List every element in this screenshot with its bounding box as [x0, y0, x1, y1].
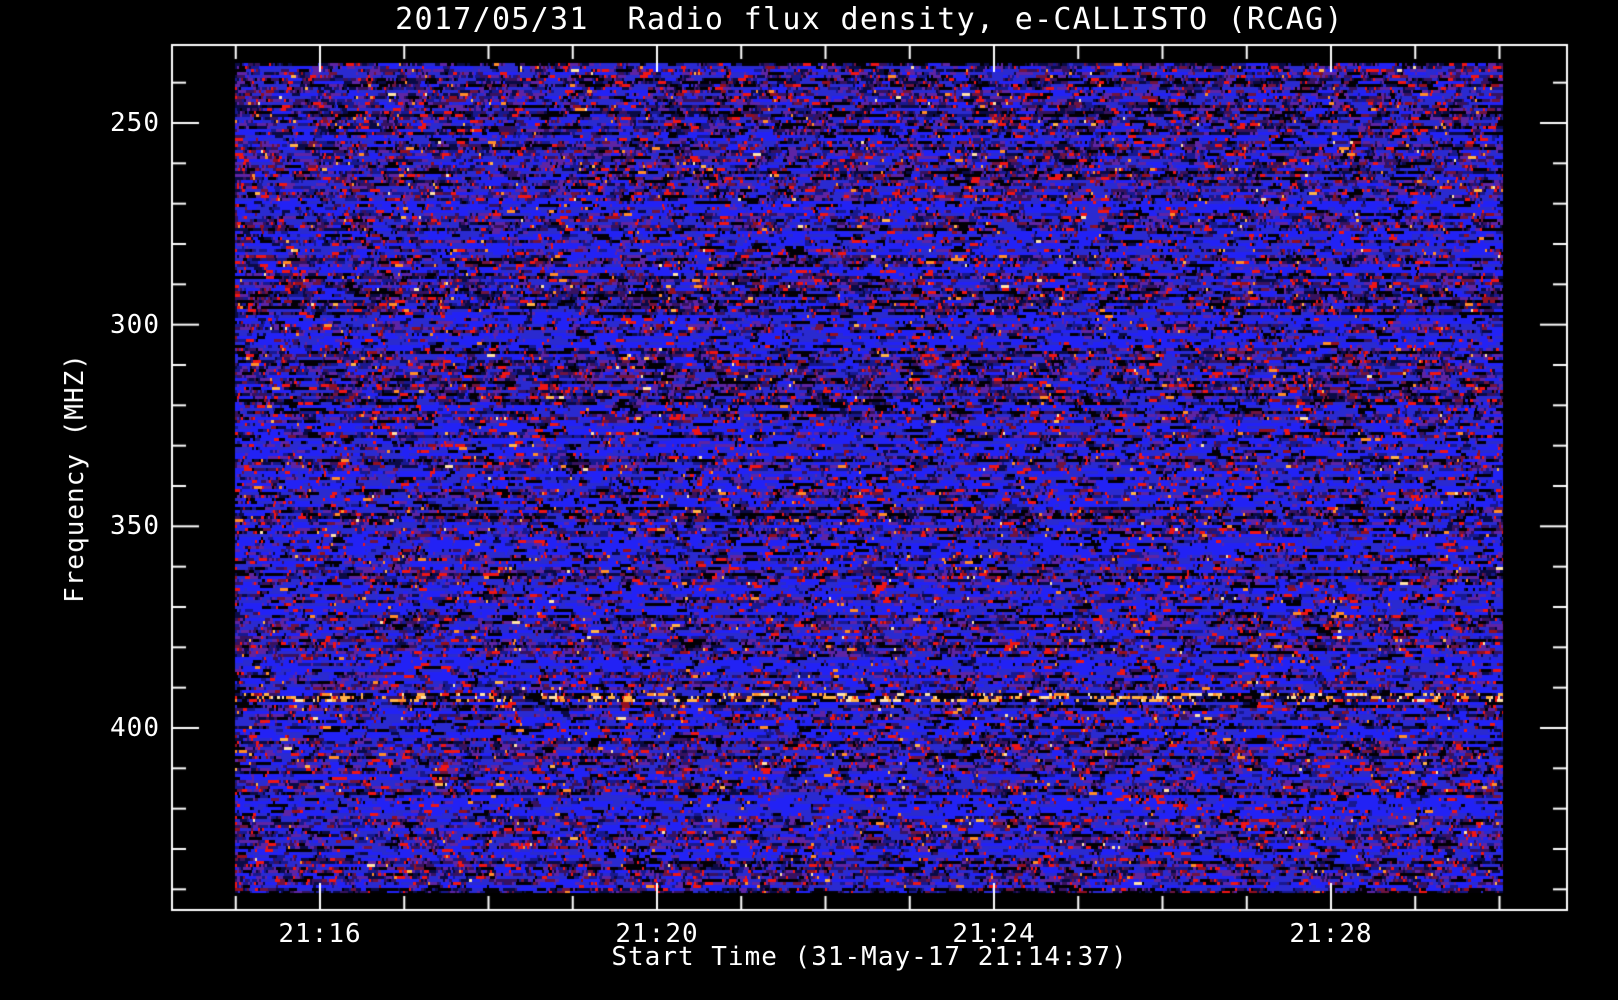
y-tick-label: 250: [110, 108, 160, 138]
y-tick-label: 300: [110, 309, 160, 340]
x-tick-label: 21:28: [1289, 919, 1373, 949]
x-tick-label: 21:20: [615, 919, 699, 949]
x-tick-label: 21:24: [952, 919, 1036, 949]
x-axis-label: Start Time (31-May-17 21:14:37): [611, 942, 1128, 972]
chart-title: 2017/05/31 Radio flux density, e-CALLIST…: [395, 2, 1344, 37]
y-tick-label: 350: [110, 511, 160, 542]
y-tick-label: 400: [110, 712, 160, 743]
x-tick-label: 21:16: [278, 919, 362, 949]
y-axis-label: Frequency (MHZ): [60, 353, 90, 603]
